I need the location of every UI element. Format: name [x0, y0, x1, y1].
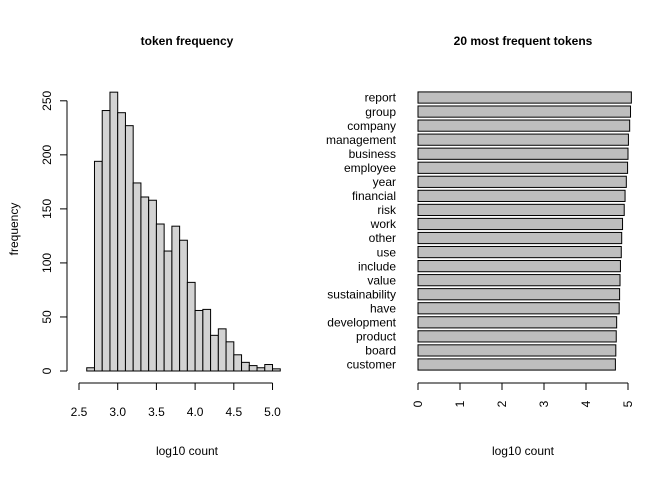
histogram-x-tick-label: 4.0 — [187, 405, 204, 419]
barplot-category-label: group — [365, 105, 396, 119]
barplot-x-tick-label: 3 — [537, 400, 551, 407]
barplot-bar — [417, 245, 622, 259]
barplot-category-label: use — [377, 245, 397, 259]
barplot-category-label: have — [370, 301, 396, 315]
barplot-bar — [417, 175, 627, 188]
barplot-category-label: company — [347, 119, 396, 133]
barplot-bar — [417, 147, 629, 160]
histogram-bar — [264, 364, 274, 372]
histogram-x-tick-label: 2.5 — [71, 405, 88, 419]
barplot-category-label: work — [370, 217, 397, 231]
histogram-x-tick-label: 4.5 — [225, 405, 242, 419]
barplot-x-axis-label: log10 count — [492, 444, 555, 458]
barplot-category-label: value — [367, 273, 396, 287]
histogram-bar — [155, 223, 165, 372]
histogram-x-tick-label: 5.0 — [264, 405, 281, 419]
barplot-x-tick-label: 0 — [411, 400, 425, 407]
histogram-bar — [179, 239, 188, 372]
histogram-title: token frequency — [141, 34, 234, 48]
histogram-y-axis-label: frequency — [7, 203, 21, 256]
histogram-bar — [171, 225, 181, 372]
barplot-category-label: management — [326, 133, 397, 147]
histogram-bar — [148, 199, 157, 372]
barplot-bar — [417, 260, 621, 273]
histogram-y-tick-label: 200 — [40, 145, 54, 165]
barplot-category-label: risk — [377, 203, 397, 217]
barplot-bar — [417, 119, 631, 132]
histogram-y-tick-label: 150 — [40, 199, 54, 219]
barplot-bar — [417, 358, 616, 371]
barplot-x-tick-label: 2 — [495, 400, 509, 407]
barplot-category-label: include — [358, 259, 396, 273]
barplot-category-label: business — [349, 147, 396, 161]
histogram-y-tick-label: 50 — [40, 310, 54, 324]
barplot-category-label: development — [327, 316, 396, 330]
barplot-category-label: customer — [347, 358, 396, 372]
histogram-x-tick-label: 3.5 — [148, 405, 165, 419]
histogram-y-tick-label: 100 — [40, 253, 54, 273]
barplot-bar — [417, 316, 618, 329]
histogram-bar — [272, 368, 281, 372]
barplot-bar — [417, 344, 617, 357]
barplot-plot-area: reportgroupcompanymanagementbusinessempl… — [326, 91, 635, 408]
histogram-bar — [225, 341, 235, 372]
histogram-bar — [194, 309, 204, 372]
barplot-bar — [417, 330, 617, 343]
histogram-bar — [217, 328, 227, 372]
barplot-bar — [417, 288, 621, 301]
barplot-category-label: report — [365, 91, 397, 105]
barplot-category-label: product — [356, 330, 397, 344]
barplot-x-tick-label: 5 — [621, 400, 635, 407]
barplot-category-label: year — [373, 175, 396, 189]
histogram-bar — [248, 365, 258, 372]
histogram-bar — [132, 182, 142, 372]
histogram-bar — [93, 160, 103, 372]
histogram-y-tick-label: 0 — [40, 367, 54, 374]
histogram-plot-area: 2.5 3.0 3.5 4.0 4.5 5.0 0 50 100 150 200 250 — [40, 90, 281, 419]
histogram-bar — [117, 112, 126, 372]
barplot-bar — [417, 302, 620, 315]
barplot-bar — [417, 203, 625, 217]
barplot-bar — [417, 133, 629, 146]
histogram-bar — [124, 125, 134, 372]
histogram-bar — [210, 334, 219, 372]
histogram-bar — [163, 250, 173, 372]
barplot-title: 20 most frequent tokens — [454, 34, 593, 48]
barplot-bar — [417, 161, 629, 174]
histogram-bar — [101, 110, 111, 372]
histogram-bar — [140, 196, 150, 372]
histogram-x-axis-label: log10 count — [156, 444, 219, 458]
barplot-category-label: financial — [352, 189, 396, 203]
histogram-bar — [186, 281, 196, 372]
barplot-category-label: sustainability — [327, 287, 396, 301]
histogram-bar — [233, 354, 243, 372]
histogram-x-tick-label: 3.0 — [109, 405, 126, 419]
barplot-bar — [417, 105, 632, 118]
histogram-bar — [256, 367, 266, 372]
histogram-y-tick-label: 250 — [40, 90, 54, 110]
barplot-bar — [417, 217, 624, 231]
barplot-bar — [417, 91, 632, 104]
barplot-category-label: other — [369, 231, 396, 245]
histogram-bar — [86, 367, 95, 372]
barplot-x-tick-label: 1 — [453, 400, 467, 407]
barplot-bar — [417, 189, 626, 202]
barplot-category-label: board — [365, 344, 396, 358]
barplot-category-label: employee — [344, 161, 396, 175]
histogram-bar — [109, 91, 119, 372]
barplot-x-tick-label: 4 — [579, 400, 593, 407]
barplot-bar — [417, 231, 623, 245]
histogram-bar — [202, 308, 212, 372]
barplot-bar — [417, 274, 621, 287]
histogram-bar — [241, 361, 250, 372]
